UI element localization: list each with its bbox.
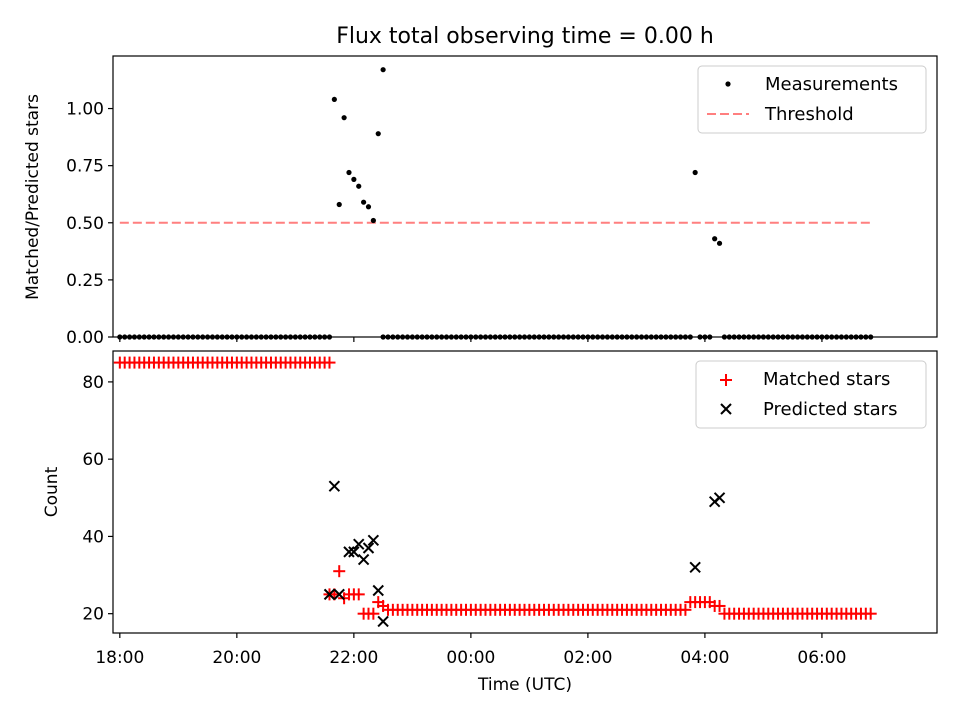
predicted-star-point	[333, 588, 345, 601]
ratio-y-axis-label: Matched/Predicted stars	[23, 94, 43, 300]
count-x-tick-label: 02:00	[563, 648, 612, 668]
count-y-axis-label: Count	[42, 466, 62, 517]
measurement-point	[712, 236, 718, 242]
measurement-point	[361, 199, 367, 205]
predicted-marker-b	[372, 584, 384, 597]
count-y-tick-label: 20	[82, 605, 104, 625]
legend-predicted-label: Predicted stars	[763, 399, 897, 420]
predicted-marker-b	[323, 588, 336, 601]
predicted-star-point	[343, 546, 355, 558]
matched-star-point	[333, 565, 346, 578]
predicted-star-point	[362, 542, 375, 554]
count-x-tick-label: 04:00	[680, 648, 729, 668]
ratio-y-tick-label: 0.00	[66, 328, 104, 348]
measurement-point	[351, 176, 357, 182]
predicted-marker-b	[713, 492, 726, 504]
predicted-star-point	[323, 588, 336, 601]
ratio-y-tick-label: 0.25	[66, 271, 104, 291]
predicted-star-point	[689, 561, 701, 574]
x-axis-label: Time (UTC)	[477, 675, 572, 695]
predicted-marker-b	[362, 542, 375, 554]
count-y-tick-label: 60	[82, 450, 104, 470]
predicted-star-point	[372, 584, 384, 597]
legend-threshold-label: Threshold	[764, 104, 854, 125]
predicted-marker-b	[343, 546, 355, 558]
ratio-legend-box	[697, 65, 927, 134]
ratio-legend: Measurements Threshold	[697, 65, 927, 134]
predicted-marker-b	[353, 538, 365, 550]
count-y-tick-label: 40	[82, 527, 104, 547]
measurement-point	[692, 169, 698, 176]
legend-matched-marker	[720, 374, 732, 386]
legend-measurements-label: Measurements	[765, 74, 898, 95]
measurement-point	[380, 67, 386, 73]
count-x-axis: 18:00 20:00 22:00 00:00 02:00 04:00 06:00	[95, 633, 846, 668]
measurement-point	[375, 131, 381, 137]
measurement-point	[346, 169, 352, 176]
measurement-point	[356, 183, 362, 189]
count-x-tick-label: 18:00	[95, 648, 144, 668]
measurement-point	[331, 96, 337, 103]
ratio-y-axis: 0.00 0.25 0.50 0.75 1.00	[66, 100, 113, 348]
matched-star-point	[323, 356, 336, 369]
predicted-marker-b	[348, 546, 360, 558]
predicted-star-point	[348, 546, 360, 558]
ratio-y-tick-label: 0.50	[66, 214, 104, 234]
ratio-axes-frame	[112, 55, 938, 338]
count-legend-box	[695, 360, 927, 429]
measurement-point	[716, 240, 723, 246]
predicted-star-point	[357, 553, 370, 566]
matched-star-point	[367, 607, 380, 620]
predicted-marker-b	[333, 588, 345, 601]
count-x-tick-label: 20:00	[212, 648, 261, 668]
count-axes-frame	[112, 350, 938, 634]
count-x-tick-label: 22:00	[329, 648, 378, 668]
legend-measurements-marker	[725, 81, 731, 87]
count-y-axis: 20 40 60 80	[82, 373, 113, 625]
chart-title: Flux total observing time = 0.00 h	[336, 24, 714, 49]
predicted-marker-b	[689, 561, 701, 574]
measurement-point	[365, 204, 372, 210]
ratio-panel: 0.00 0.25 0.50 0.75 1.00 Matched/Predicted s…	[23, 55, 938, 348]
measurement-point	[336, 201, 342, 208]
matched-star-point	[864, 607, 877, 620]
matched-star-point	[377, 599, 390, 612]
predicted-marker-b	[377, 615, 389, 628]
count-panel: 20 40 60 80 18:00 20:00 22:00 00:00 02:00 04:00 0…	[42, 350, 938, 695]
measurement-point	[370, 217, 376, 224]
count-y-tick-label: 80	[82, 373, 104, 393]
predicted-marker-b	[367, 534, 380, 546]
count-x-tick-label: 00:00	[446, 648, 495, 668]
ratio-x-ticks	[119, 337, 823, 342]
predicted-marker-b	[328, 480, 341, 492]
ratio-y-tick-label: 0.75	[66, 157, 104, 177]
count-x-tick-label: 06:00	[797, 648, 846, 668]
ratio-y-tick-label: 1.00	[66, 100, 104, 120]
matched-star-point	[713, 599, 726, 612]
predicted-star-point	[377, 615, 389, 628]
count-legend: Matched stars Predicted stars	[695, 360, 927, 429]
matched-star-point	[352, 588, 365, 601]
predicted-star-point	[713, 492, 726, 504]
predicted-star-point	[328, 480, 341, 492]
predicted-marker-b	[357, 553, 370, 566]
legend-predicted-marker	[720, 403, 732, 415]
matched-star-point	[679, 603, 692, 616]
measurement-point	[341, 115, 347, 121]
ratio-plot-area	[117, 67, 874, 340]
count-plot-area	[113, 356, 877, 628]
legend-matched-label: Matched stars	[763, 369, 890, 390]
predicted-star-point	[367, 534, 380, 546]
predicted-star-point	[353, 538, 365, 550]
